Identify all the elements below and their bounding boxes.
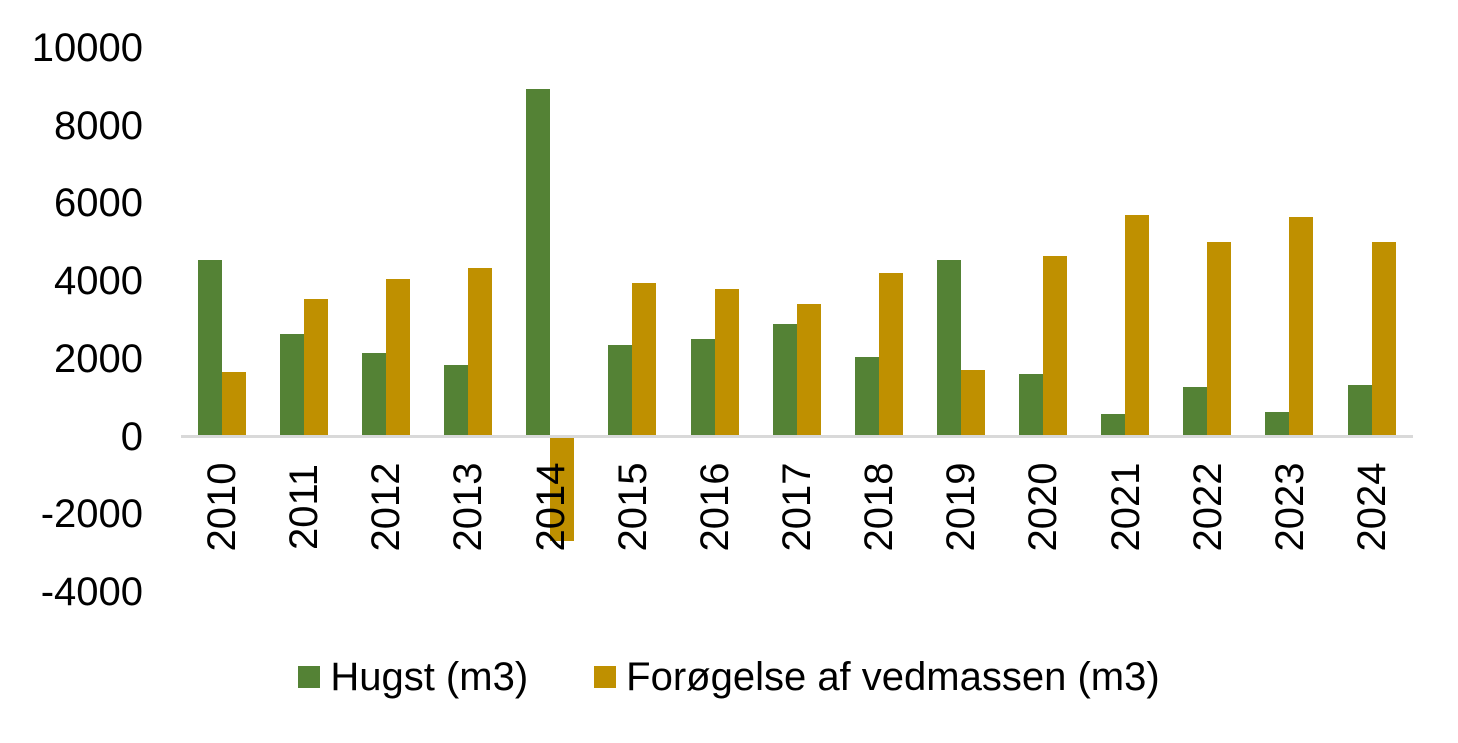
bar-hugst-2011 <box>279 333 304 437</box>
bar-foroegelse-2016 <box>714 288 739 437</box>
bar-foroegelse-2020 <box>1043 255 1068 437</box>
bar-hugst-2020 <box>1019 374 1044 437</box>
legend-item-hugst: Hugst (m3) <box>298 654 528 700</box>
bar-foroegelse-2012 <box>385 279 410 437</box>
legend-item-foroegelse: Forøgelse af vedmassen (m3) <box>594 654 1160 700</box>
bar-hugst-2013 <box>444 364 469 437</box>
x-tick-label-text: 2010 <box>200 462 245 552</box>
legend: Hugst (m3) Forøgelse af vedmassen (m3) <box>0 647 1458 707</box>
x-tick-label-text: 2016 <box>692 462 737 552</box>
bar-foroegelse-2015 <box>632 283 657 437</box>
bar-hugst-2010 <box>197 259 222 437</box>
bar-foroegelse-2017 <box>796 304 821 437</box>
x-tick-label-text: 2020 <box>1021 462 1066 552</box>
x-tick-label-text: 2024 <box>1349 462 1394 552</box>
y-tick-label: 10000 <box>31 26 143 70</box>
bar-hugst-2023 <box>1265 412 1290 437</box>
bar-foroegelse-2022 <box>1207 242 1232 437</box>
y-tick-label: -4000 <box>40 569 143 614</box>
x-tick-label-text: 2022 <box>1185 462 1230 552</box>
x-tick-label-text: 2015 <box>610 462 655 552</box>
bar-foroegelse-2013 <box>468 267 493 437</box>
bar-hugst-2015 <box>608 345 633 437</box>
bar-hugst-2017 <box>772 323 797 437</box>
y-tick-label: 0 <box>120 414 143 459</box>
legend-label-foroegelse: Forøgelse af vedmassen (m3) <box>626 655 1160 699</box>
x-tick-label-text: 2018 <box>857 462 902 552</box>
bar-foroegelse-2019 <box>960 370 985 437</box>
bar-hugst-2019 <box>936 259 961 437</box>
x-tick-label-text: 2017 <box>775 462 819 552</box>
bar-foroegelse-2011 <box>303 298 328 437</box>
x-axis-line <box>181 435 1413 438</box>
bar-hugst-2018 <box>854 356 879 437</box>
bar-foroegelse-2014 <box>550 438 575 541</box>
bar-hugst-2021 <box>1101 413 1126 437</box>
y-tick-label: -2000 <box>40 492 143 537</box>
x-tick-label-text: 2023 <box>1267 462 1312 552</box>
y-tick-label: 8000 <box>54 103 143 148</box>
x-tick-label-text: 2019 <box>939 462 984 552</box>
legend-label-hugst: Hugst (m3) <box>330 655 529 699</box>
bar-foroegelse-2010 <box>221 372 246 437</box>
bar-hugst-2022 <box>1183 386 1208 437</box>
bar-foroegelse-2023 <box>1289 216 1314 437</box>
bar-foroegelse-2024 <box>1371 242 1396 437</box>
y-tick-label: 6000 <box>54 181 143 226</box>
x-tick-label-text: 2013 <box>446 462 491 552</box>
x-tick-label-text: 2011 <box>282 463 327 551</box>
bar-foroegelse-2018 <box>878 273 903 437</box>
bar-hugst-2012 <box>361 352 386 437</box>
bar-hugst-2014 <box>526 88 551 437</box>
x-tick-label-text: 2014 <box>528 462 573 552</box>
bar-foroegelse-2021 <box>1125 215 1150 437</box>
legend-swatch-foroegelse-icon <box>594 666 617 688</box>
x-tick-label-text: 2012 <box>364 462 409 552</box>
y-tick-label: 2000 <box>54 336 143 381</box>
x-tick-label-text: 2021 <box>1103 462 1148 552</box>
y-tick-label: 4000 <box>54 259 143 304</box>
bar-hugst-2024 <box>1347 385 1372 437</box>
legend-swatch-hugst-icon <box>298 666 321 688</box>
bar-hugst-2016 <box>690 339 715 437</box>
